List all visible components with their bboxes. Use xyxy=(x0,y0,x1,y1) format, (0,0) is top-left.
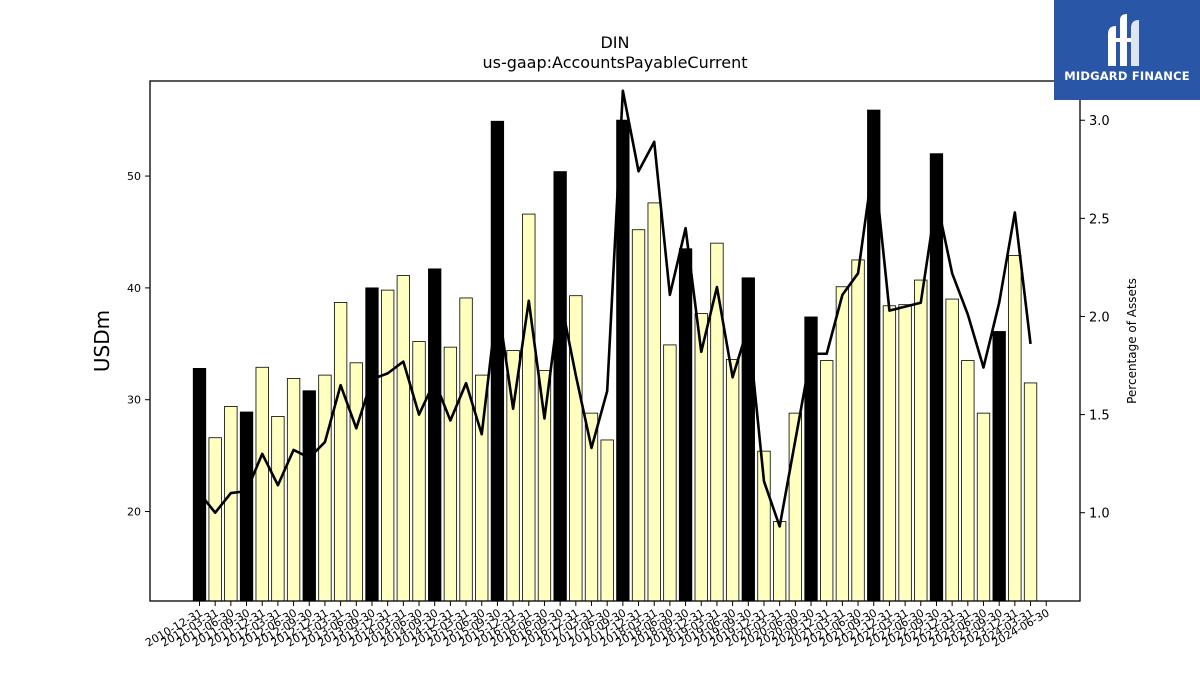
bar-2012-09-30 xyxy=(302,390,316,602)
bar-2019-06-30 xyxy=(725,359,740,602)
bar-2023-03-31 xyxy=(961,360,975,602)
bar-2018-06-30 xyxy=(663,344,677,602)
bar-2015-09-30 xyxy=(490,120,505,602)
bar-2015-06-30 xyxy=(475,374,489,602)
midgard-logo-icon xyxy=(1108,14,1139,66)
bar-2021-12-31 xyxy=(882,305,897,602)
bar-2022-12-31 xyxy=(945,298,959,602)
y2-tick-label: 2.0 xyxy=(1089,310,1110,325)
bar-2018-09-30 xyxy=(678,248,693,602)
bar-2012-06-30 xyxy=(286,378,301,602)
bar-2021-06-30 xyxy=(851,259,865,602)
bar-2011-03-31 xyxy=(208,437,222,602)
bar-2023-06-30 xyxy=(976,412,991,602)
y-tick-label: 30 xyxy=(127,394,141,407)
y-tick-label: 50 xyxy=(127,170,141,183)
bar-2010-12-31 xyxy=(192,367,207,602)
bar-2012-12-31 xyxy=(318,374,332,602)
percentage-line xyxy=(198,89,1032,528)
y-tick-label: 40 xyxy=(127,282,141,295)
y-axis-right: 1.0 1.5 2.0 2.5 3.0 xyxy=(1080,114,1110,522)
bar-2012-03-31 xyxy=(271,416,285,602)
bar-2013-03-31 xyxy=(333,302,348,602)
bar-2013-06-30 xyxy=(349,362,363,602)
bar-2016-06-30 xyxy=(537,370,552,602)
bar-2018-03-31 xyxy=(647,202,661,602)
bar-2020-03-31 xyxy=(773,521,787,602)
bar-2018-12-31 xyxy=(694,313,708,602)
bar-2022-03-31 xyxy=(898,304,912,602)
midgard-logo: MIDGARD FINANCE xyxy=(1054,0,1200,100)
bar-2013-12-31 xyxy=(381,289,395,602)
bar-2016-03-31 xyxy=(522,213,536,602)
bar-2021-03-31 xyxy=(835,286,850,602)
bar-2023-09-30 xyxy=(992,331,1006,602)
bar-2015-03-31 xyxy=(459,297,473,602)
bar-2014-09-30 xyxy=(428,268,442,602)
bar-2011-12-31 xyxy=(255,366,269,602)
logo-text: MIDGARD FINANCE xyxy=(1064,69,1190,83)
y2-axis-label: Percentage of Assets xyxy=(1125,278,1139,404)
chart-title: DIN xyxy=(600,33,629,52)
bar-2017-12-31 xyxy=(631,229,646,602)
bar-2020-12-31 xyxy=(820,360,834,602)
bar-2016-12-31 xyxy=(569,295,583,602)
bar-2011-09-30 xyxy=(239,411,254,602)
bar-2022-06-30 xyxy=(914,279,928,602)
bar-2011-06-30 xyxy=(224,406,238,602)
chart-subtitle: us-gaap:AccountsPayableCurrent xyxy=(482,53,747,72)
bar-2016-09-30 xyxy=(553,171,567,602)
bar-2017-06-30 xyxy=(600,439,614,602)
plot-frame xyxy=(149,80,1081,602)
bar-2017-03-31 xyxy=(584,412,599,602)
bar-2019-03-31 xyxy=(710,242,724,602)
bar-2015-12-31 xyxy=(506,350,520,602)
y-axis-left: 20 30 40 50 xyxy=(127,170,150,519)
x-axis: 2010-12-312011-03-312011-06-302011-09-30… xyxy=(143,601,1052,650)
bar-2023-12-31 xyxy=(1008,255,1022,602)
bar-2013-09-30 xyxy=(365,287,379,602)
bar-2014-06-30 xyxy=(412,341,426,602)
bars xyxy=(192,109,1038,602)
y2-tick-label: 1.5 xyxy=(1089,409,1110,424)
bar-2014-03-31 xyxy=(396,275,410,602)
line-layer xyxy=(198,89,1032,528)
bar-2014-12-31 xyxy=(443,346,458,602)
bar-2024-03-31 xyxy=(1023,382,1038,602)
y-tick-label: 20 xyxy=(127,506,141,519)
y2-tick-label: 2.5 xyxy=(1089,212,1110,227)
y2-tick-label: 1.0 xyxy=(1089,507,1110,522)
y2-tick-label: 3.0 xyxy=(1089,114,1110,129)
y-axis-label: USDm xyxy=(90,310,114,372)
